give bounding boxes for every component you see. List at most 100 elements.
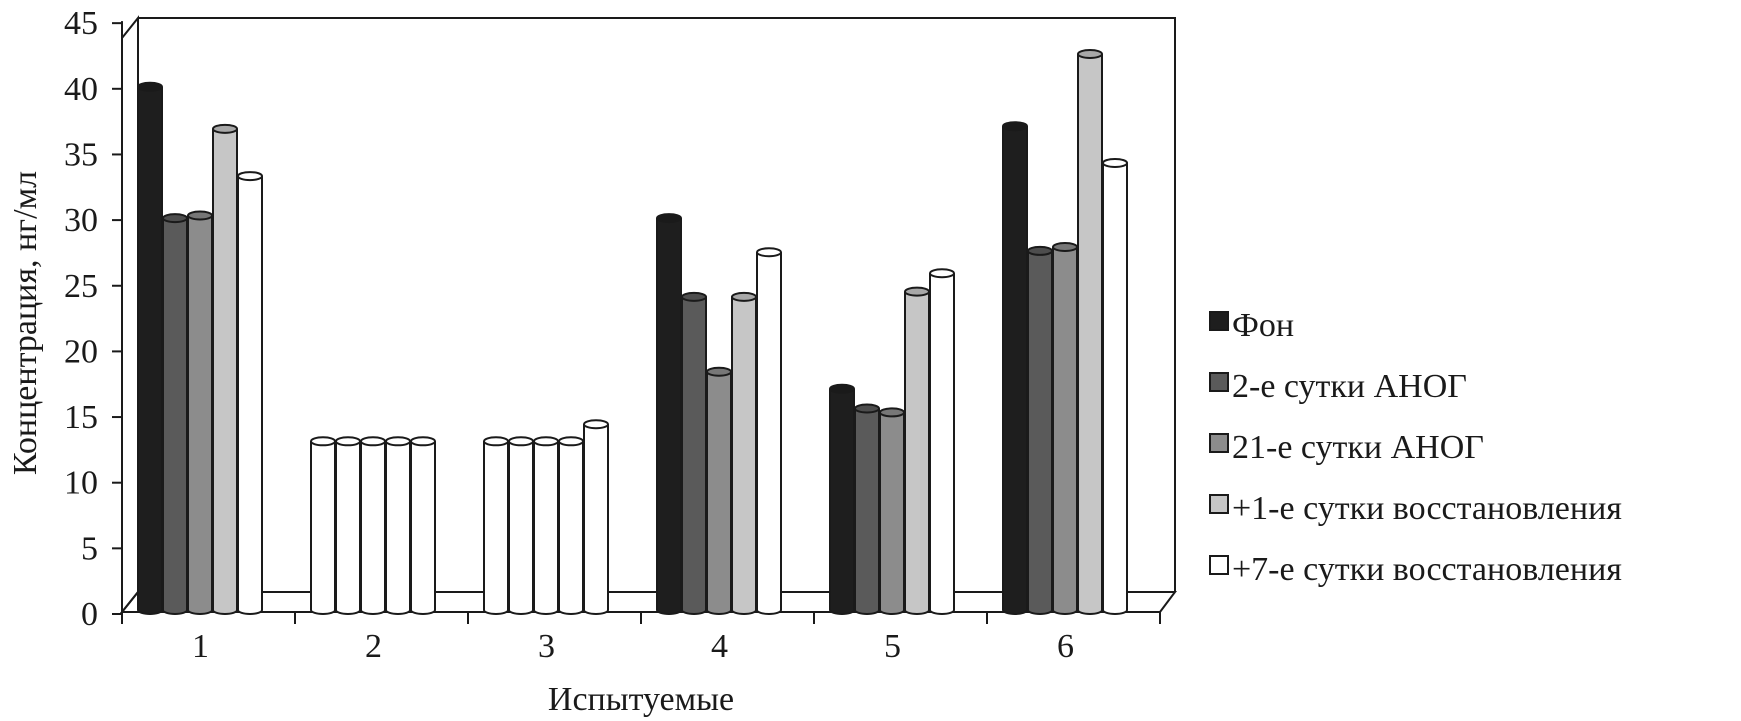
bar-top	[558, 436, 584, 447]
bar-body	[681, 296, 707, 615]
back-wall	[138, 17, 1176, 592]
bar-top	[187, 210, 213, 221]
bar-body	[410, 441, 436, 615]
bar-top	[360, 436, 386, 447]
bar	[237, 171, 263, 615]
bar-body	[212, 128, 238, 615]
bar-top	[904, 286, 930, 297]
x-tick-label: 2	[365, 628, 382, 665]
y-tick-label: 35	[64, 136, 98, 173]
y-axis-title: Концентрация, нг/мл	[7, 171, 44, 475]
x-tick-label: 3	[538, 628, 555, 665]
bar-top	[854, 403, 880, 414]
bar-body	[854, 408, 880, 615]
x-tick-label: 6	[1057, 628, 1074, 665]
bar-body	[360, 441, 386, 615]
bar	[508, 436, 534, 615]
bar-body	[706, 371, 732, 615]
legend-item: 2-е сутки АНОГ	[1209, 368, 1467, 405]
bar-top	[385, 436, 411, 447]
y-axis: 0 5 10 15 20 25 30 35 40 45	[64, 5, 123, 633]
x-tick-label: 4	[711, 628, 728, 665]
bar-top	[237, 171, 263, 182]
bar	[583, 419, 609, 615]
bar-body	[929, 273, 955, 615]
bars	[137, 48, 1128, 615]
bar	[731, 291, 757, 615]
bar-top	[335, 436, 361, 447]
legend-swatch	[1209, 433, 1229, 453]
bar-top	[1052, 241, 1078, 252]
bar-body	[483, 441, 509, 615]
bar-top	[706, 366, 732, 377]
bar-body	[1027, 250, 1053, 615]
legend-label: Фон	[1232, 307, 1294, 344]
bar	[929, 268, 955, 615]
legend-item: Фон	[1209, 307, 1294, 344]
bar	[187, 210, 213, 615]
bar-top	[162, 213, 188, 224]
x-tick-label: 1	[192, 628, 209, 665]
bar	[656, 213, 682, 615]
bar-top	[731, 291, 757, 302]
bar-top	[212, 123, 238, 134]
bar-body	[558, 441, 584, 615]
legend-label: 21-е сутки АНОГ	[1232, 429, 1484, 466]
bar	[1102, 157, 1128, 615]
bar-body	[237, 176, 263, 615]
bar	[360, 436, 386, 615]
bar-body	[310, 441, 336, 615]
bar-top	[1102, 157, 1128, 168]
legend-swatch	[1209, 555, 1229, 575]
bar	[706, 366, 732, 615]
y-tick-label: 0	[81, 596, 98, 633]
bar-body	[1077, 53, 1103, 615]
bar-body	[187, 215, 213, 615]
legend-item: +7-е сутки восстановления	[1209, 551, 1622, 588]
legend-item: +1-е сутки восстановления	[1209, 490, 1622, 527]
legend-swatch	[1209, 311, 1229, 331]
bar-top	[1027, 245, 1053, 256]
bar-body	[904, 291, 930, 615]
x-axis: 1 2 3 4 5 6	[121, 611, 1161, 665]
bar-body	[1102, 162, 1128, 615]
legend-swatch	[1209, 372, 1229, 392]
legend-label: 2-е сутки АНОГ	[1232, 368, 1467, 405]
x-axis-title: Испытуемые	[548, 681, 734, 718]
bar-top	[879, 407, 905, 418]
bar	[1002, 121, 1028, 615]
y-tick-label: 20	[64, 333, 98, 370]
bar-body	[583, 424, 609, 615]
bar-top	[533, 436, 559, 447]
bar	[854, 403, 880, 615]
bar-body	[1002, 126, 1028, 615]
y-tick-label: 30	[64, 202, 98, 239]
bar	[1052, 241, 1078, 615]
bar	[483, 436, 509, 615]
bar-top	[310, 436, 336, 447]
x-tick-label: 5	[884, 628, 901, 665]
bar-top	[410, 436, 436, 447]
y-tick-label: 15	[64, 399, 98, 436]
bar-top	[483, 436, 509, 447]
bar	[1027, 245, 1053, 615]
bar-top	[583, 419, 609, 430]
bar	[904, 286, 930, 615]
legend-swatch	[1209, 494, 1229, 514]
bar	[533, 436, 559, 615]
legend: Фон 2-е сутки АНОГ 21-е сутки АНОГ +1-е сут…	[1209, 307, 1622, 588]
bar-body	[508, 441, 534, 615]
bar-top	[508, 436, 534, 447]
bar-body	[879, 412, 905, 615]
bar-top	[1002, 121, 1028, 132]
bar	[385, 436, 411, 615]
y-tick-label: 5	[81, 530, 98, 567]
bar-body	[656, 218, 682, 615]
bar	[137, 81, 163, 615]
bar-top	[829, 383, 855, 394]
bar-top	[681, 291, 707, 302]
legend-item: 21-е сутки АНОГ	[1209, 429, 1484, 466]
y-tick-label: 45	[64, 5, 98, 42]
bar-body	[137, 86, 163, 615]
bar-body	[533, 441, 559, 615]
